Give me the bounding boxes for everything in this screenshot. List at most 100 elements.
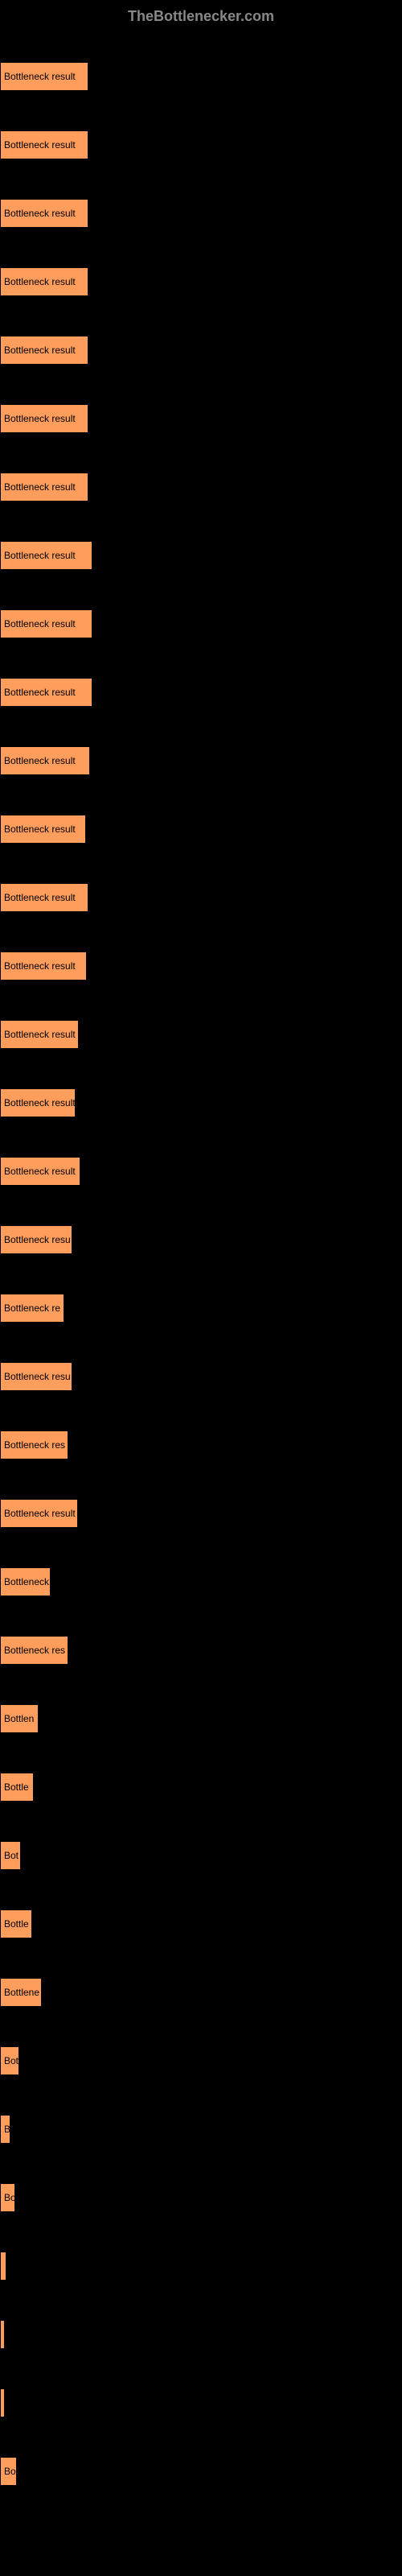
bar-row: [0, 2238, 402, 2281]
bar-label-above: [0, 2306, 402, 2318]
bar-row: Bottleneck result: [0, 48, 402, 91]
bar-label: Bo: [4, 2466, 16, 2477]
bar-label: Bottleneck result: [4, 345, 76, 356]
bar-label-above: [0, 2033, 402, 2045]
bar-label: Bottle: [4, 1781, 29, 1793]
bar: [0, 2320, 5, 2349]
bar: Bottle: [0, 1773, 34, 1802]
bar-label: Bottleneck result: [4, 892, 76, 903]
bar: Bottleneck: [0, 1567, 51, 1596]
bar: Bottle: [0, 1909, 32, 1938]
bar: Bottlene: [0, 1978, 42, 2007]
bar-row: Bottleneck result: [0, 938, 402, 980]
bar-row: Bottleneck result: [0, 801, 402, 844]
bar: Bottleneck result: [0, 815, 86, 844]
bar: Bottleneck result: [0, 473, 88, 502]
bar-label-above: [0, 938, 402, 950]
bar: Bottleneck result: [0, 267, 88, 296]
bar: Bottleneck re: [0, 1294, 64, 1323]
bar-row: Bottleneck resu: [0, 1348, 402, 1391]
bar-label-above: [0, 1554, 402, 1566]
bar-label: Bottleneck result: [4, 824, 76, 835]
bar-label-above: [0, 869, 402, 881]
bar-label-above: [0, 1417, 402, 1429]
bar: Bottleneck result: [0, 1088, 76, 1117]
bar: Bo: [0, 2183, 15, 2212]
bar-label-above: [0, 1690, 402, 1703]
bar: Bottleneck result: [0, 746, 90, 775]
bar-row: Bottleneck result: [0, 390, 402, 433]
bar: Bottleneck result: [0, 883, 88, 912]
bar: Bot: [0, 1841, 21, 1870]
bar: Bottleneck result: [0, 62, 88, 91]
bar-label: Bottleneck result: [4, 413, 76, 424]
bar-label-above: [0, 1827, 402, 1839]
bar-label-above: [0, 2443, 402, 2455]
bar-label: Bottleneck resu: [4, 1371, 71, 1382]
bar-label-above: [0, 733, 402, 745]
bar: Bottleneck result: [0, 130, 88, 159]
bar-label: Bottleneck result: [4, 1166, 76, 1177]
bar-row: Bottleneck res: [0, 1417, 402, 1459]
bar-label-above: [0, 117, 402, 129]
bar-row: Bottle: [0, 1759, 402, 1802]
bar-label: Bottleneck result: [4, 960, 76, 972]
bar: Bottleneck result: [0, 1157, 80, 1186]
bar-label: Bottleneck res: [4, 1439, 65, 1451]
bar-label: Bottle: [4, 1918, 29, 1930]
bar-row: Bottleneck result: [0, 322, 402, 365]
bar-label: Bottleneck result: [4, 755, 76, 766]
bar-label-above: [0, 1212, 402, 1224]
bar: Bottleneck result: [0, 1020, 79, 1049]
bar: Bottleneck result: [0, 1499, 78, 1528]
bar: Bottlen: [0, 1704, 39, 1733]
bar-row: Bottleneck result: [0, 459, 402, 502]
bar-label: Bo: [4, 2192, 15, 2203]
bar-label-above: [0, 801, 402, 813]
bar-label: Bottleneck result: [4, 139, 76, 151]
bar: Bottleneck result: [0, 609, 92, 638]
bar-row: Bottleneck result: [0, 596, 402, 638]
bar: Bottleneck res: [0, 1430, 68, 1459]
bar-label: Bot: [4, 2055, 18, 2066]
bar: Bo: [0, 2457, 17, 2486]
bar-label: Bottleneck result: [4, 550, 76, 561]
bar-label-above: [0, 2101, 402, 2113]
bar-row: Bottleneck result: [0, 869, 402, 912]
bar-label-above: [0, 1143, 402, 1155]
bar-label: Bottleneck: [4, 1576, 49, 1587]
bar-label-above: [0, 1348, 402, 1360]
bar-label-above: [0, 1964, 402, 1976]
bar: Bottleneck resu: [0, 1362, 72, 1391]
bar-label: Bottleneck result: [4, 687, 76, 698]
bar: Bot: [0, 2046, 19, 2075]
bar-label-above: [0, 48, 402, 60]
bar-label-above: [0, 2238, 402, 2250]
bar-label: Bottleneck result: [4, 618, 76, 630]
bar-label-above: [0, 1485, 402, 1497]
bar-row: Bottleneck result: [0, 1485, 402, 1528]
site-title: TheBottlenecker.com: [128, 8, 274, 24]
bar-label: Bottlene: [4, 1987, 39, 1998]
bar-chart: Bottleneck result Bottleneck result Bottle…: [0, 40, 402, 2486]
bar-row: Bottlen: [0, 1690, 402, 1733]
bar-row: Bottleneck res: [0, 1622, 402, 1665]
bar-label-above: [0, 1280, 402, 1292]
bar: Bottleneck result: [0, 952, 87, 980]
bar: Bottleneck result: [0, 541, 92, 570]
bar-row: Bottleneck result: [0, 1075, 402, 1117]
bar-label-above: [0, 527, 402, 539]
bar-label: Bottleneck result: [4, 1029, 76, 1040]
bar-row: [0, 2375, 402, 2417]
bar-label: Bottlen: [4, 1713, 34, 1724]
bar: Bottleneck result: [0, 336, 88, 365]
bar-row: Bo: [0, 2443, 402, 2486]
bar-label-above: [0, 185, 402, 197]
bar-label-above: [0, 596, 402, 608]
site-header: TheBottlenecker.com: [0, 8, 402, 25]
bar-row: Bot: [0, 2033, 402, 2075]
bar-label: Bottleneck result: [4, 276, 76, 287]
bar-label: Bottleneck res: [4, 1645, 65, 1656]
bar-row: Bottlene: [0, 1964, 402, 2007]
bar-row: Bot: [0, 1827, 402, 1870]
